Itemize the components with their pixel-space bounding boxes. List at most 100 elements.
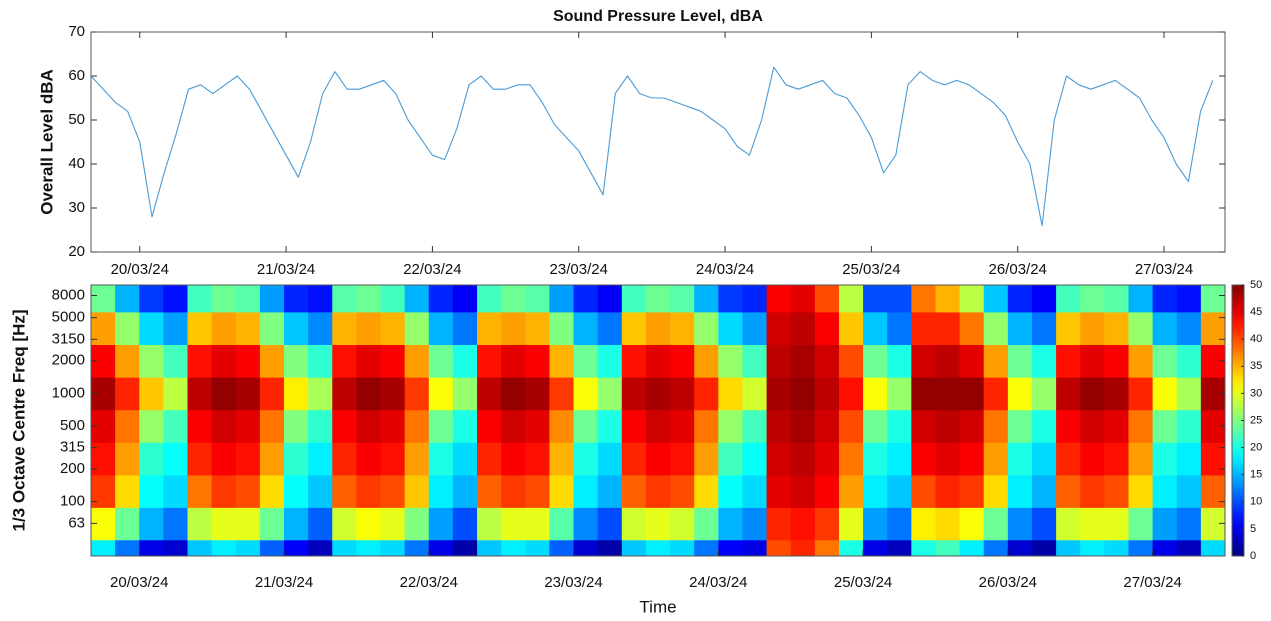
heatmap-cell	[380, 507, 406, 541]
colorbar-tick-label: 30	[1250, 387, 1262, 399]
heatmap-cell	[1176, 539, 1202, 556]
heatmap-cell	[308, 539, 333, 556]
heatmap-cell	[477, 285, 502, 313]
heatmap-cell	[380, 311, 406, 346]
heatmap-cell	[1031, 409, 1057, 443]
heatmap-cell	[959, 344, 985, 378]
heatmap-cell	[428, 377, 454, 411]
heatmap-cell	[308, 377, 333, 411]
heatmap-cell	[983, 285, 1009, 313]
heatmap-cell	[694, 409, 719, 443]
heatmap-cell	[332, 409, 358, 443]
heatmap-cell	[404, 409, 430, 443]
heatmap-cell	[380, 474, 406, 508]
heatmap-cell	[670, 311, 695, 346]
heatmap-cell	[1104, 539, 1130, 556]
heatmap-cell	[814, 409, 840, 443]
heatmap-cell	[404, 311, 430, 346]
heatmap-cell	[597, 442, 623, 476]
heatmap-cell	[1031, 311, 1057, 346]
heatmap-cell	[573, 539, 599, 556]
heatmap-cell	[694, 344, 719, 378]
heatmap-cell	[1007, 539, 1033, 556]
heatmap-cell	[452, 507, 478, 541]
heatmap-cell	[115, 442, 140, 476]
heatmap-cell	[284, 409, 309, 443]
heatmap-cell	[501, 311, 526, 346]
heatmap-cell	[1152, 474, 1178, 508]
heatmap-cell	[718, 409, 744, 443]
heatmap-cell	[887, 344, 912, 378]
heatmap-cell	[983, 507, 1009, 541]
heatmap-cell	[525, 311, 551, 346]
y-tick-label: 200	[60, 460, 85, 477]
heatmap-cell	[573, 377, 599, 411]
colorbar-tick-label: 15	[1250, 469, 1262, 481]
heatmap-cell	[621, 474, 647, 508]
colorbar-tick-label: 20	[1250, 442, 1262, 454]
heatmap-cell	[1128, 409, 1154, 443]
heatmap-cell	[1080, 539, 1105, 556]
plot-frame	[90, 31, 1226, 253]
y-tick-label: 315	[60, 439, 85, 456]
heatmap-cell	[814, 442, 840, 476]
heatmap-cell	[694, 539, 719, 556]
heatmap-cell	[887, 377, 912, 411]
heatmap-cell	[549, 442, 575, 476]
heatmap-cell	[1176, 344, 1202, 378]
heatmap-cell	[308, 344, 333, 378]
heatmap-cell	[1056, 474, 1081, 508]
heatmap-cell	[380, 539, 406, 556]
heatmap-cell	[163, 344, 189, 378]
x-tick-label: 22/03/24	[403, 261, 461, 278]
heatmap-cell	[573, 507, 599, 541]
heatmap-cell	[742, 474, 768, 508]
heatmap-cell	[573, 409, 599, 443]
heatmap-cell	[935, 409, 961, 443]
x-tick-label: 27/03/24	[1123, 574, 1181, 591]
heatmap-cell	[1152, 311, 1178, 346]
heatmap-cell	[911, 409, 937, 443]
heatmap-cell	[1176, 474, 1202, 508]
heatmap-cell	[645, 377, 671, 411]
heatmap-cell	[235, 409, 261, 443]
heatmap-cell	[1104, 474, 1130, 508]
heatmap-cell	[645, 344, 671, 378]
heatmap-cell	[235, 377, 261, 411]
heatmap-cell	[525, 539, 551, 556]
heatmap-cell	[356, 474, 382, 508]
heatmap-cell	[428, 311, 454, 346]
heatmap-cell	[452, 285, 478, 313]
heatmap-cell	[718, 344, 744, 378]
heatmap-cell	[670, 442, 695, 476]
heatmap-cell	[356, 507, 382, 541]
y-tick-label: 5000	[52, 309, 85, 326]
heatmap-cell	[404, 442, 430, 476]
heatmap-cell	[742, 507, 768, 541]
x-tick-label: 26/03/24	[989, 261, 1047, 278]
heatmap-cell	[1152, 285, 1178, 313]
heatmap-cell	[428, 409, 454, 443]
heatmap-cell	[597, 474, 623, 508]
heatmap-cell	[694, 507, 719, 541]
y-tick-label: 40	[68, 155, 85, 172]
heatmap-cell	[163, 377, 189, 411]
heatmap-cell	[139, 311, 164, 346]
heatmap-cell	[187, 442, 213, 476]
heatmap-cell	[814, 474, 840, 508]
heatmap-cell	[163, 539, 189, 556]
heatmap-cell	[911, 442, 937, 476]
heatmap-cell	[332, 539, 358, 556]
heatmap-cell	[1128, 311, 1154, 346]
heatmap-cell	[91, 285, 116, 313]
heatmap-cell	[814, 539, 840, 556]
heatmap-cell	[1080, 409, 1105, 443]
heatmap-cell	[670, 285, 695, 313]
heatmap-cell	[525, 442, 551, 476]
heatmap-cell	[1152, 344, 1178, 378]
heatmap-cell	[887, 285, 912, 313]
heatmap-cell	[428, 285, 454, 313]
heatmap-cell	[477, 539, 502, 556]
x-tick-label: 26/03/24	[979, 574, 1037, 591]
heatmap-cell	[1031, 539, 1057, 556]
